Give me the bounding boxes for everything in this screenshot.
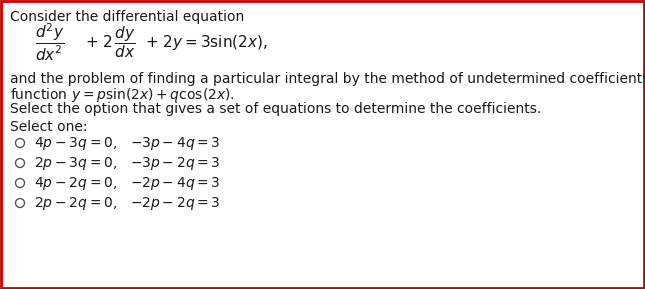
Text: $+ \ 2y = 3\sin(2x),$: $+ \ 2y = 3\sin(2x),$ — [145, 32, 268, 51]
Text: $-3p - 4q = 3$: $-3p - 4q = 3$ — [130, 134, 221, 151]
Text: $-3p - 2q = 3$: $-3p - 2q = 3$ — [130, 155, 221, 171]
Text: Select the option that gives a set of equations to determine the coefficients.: Select the option that gives a set of eq… — [10, 102, 541, 116]
Text: $4p - 3q = 0,$: $4p - 3q = 0,$ — [34, 134, 117, 151]
Text: function $y = p\sin(2x) + q\cos(2x)$.: function $y = p\sin(2x) + q\cos(2x)$. — [10, 86, 235, 104]
Text: Select one:: Select one: — [10, 120, 88, 134]
Text: $+ \ 2\,\dfrac{dy}{dx}$: $+ \ 2\,\dfrac{dy}{dx}$ — [85, 24, 136, 60]
Text: $-2p - 2q = 3$: $-2p - 2q = 3$ — [130, 194, 221, 212]
Text: $2p - 3q = 0,$: $2p - 3q = 0,$ — [34, 155, 117, 171]
Text: $4p - 2q = 0,$: $4p - 2q = 0,$ — [34, 175, 117, 192]
Text: Consider the differential equation: Consider the differential equation — [10, 10, 244, 24]
Text: and the problem of finding a particular integral by the method of undetermined c: and the problem of finding a particular … — [10, 72, 645, 86]
Text: $-2p - 4q = 3$: $-2p - 4q = 3$ — [130, 175, 221, 192]
Text: $\dfrac{d^2y}{dx^2}$: $\dfrac{d^2y}{dx^2}$ — [35, 21, 64, 63]
Text: $2p - 2q = 0,$: $2p - 2q = 0,$ — [34, 194, 117, 212]
